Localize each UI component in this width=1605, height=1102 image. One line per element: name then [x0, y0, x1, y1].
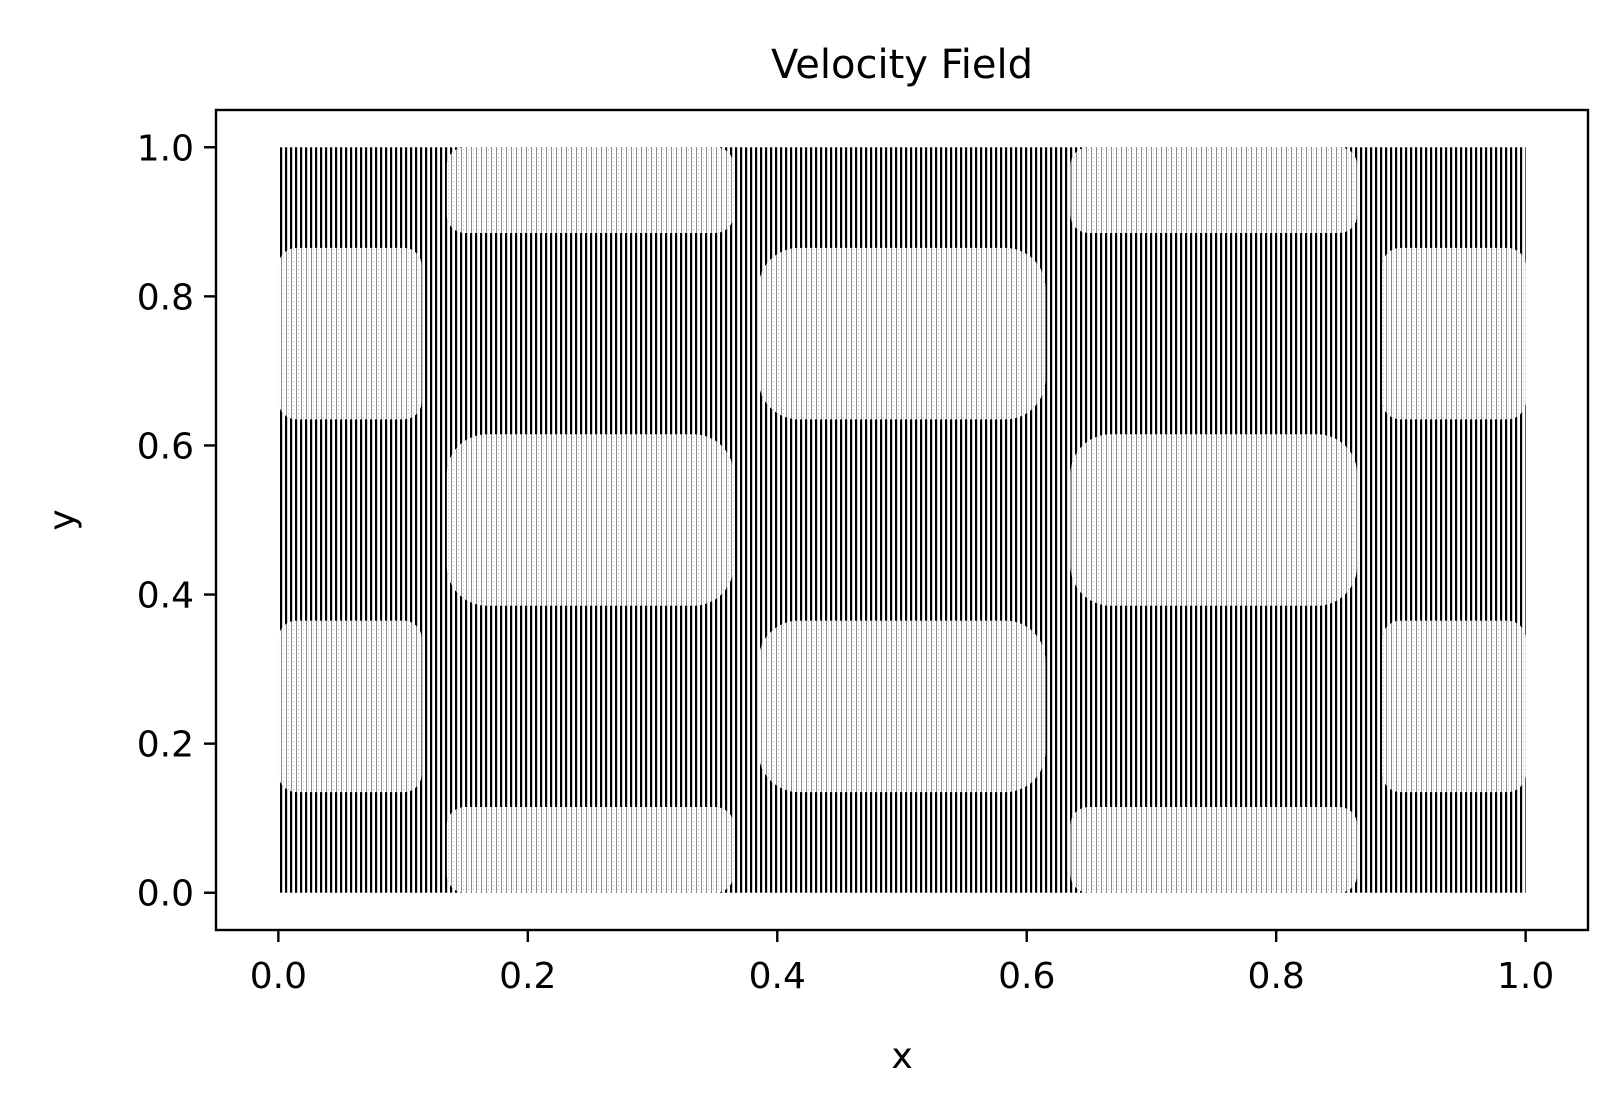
x-tick-label: 0.4: [749, 956, 806, 997]
y-tick-label: 0.2: [137, 725, 194, 766]
x-tick-label: 0.0: [250, 956, 307, 997]
vector-field: [278, 147, 1526, 893]
field-light-cell: [758, 620, 1046, 793]
field-light-cell: [278, 247, 422, 420]
y-tick-label: 1.0: [137, 128, 194, 169]
field-light-cell: [1070, 147, 1358, 233]
y-axis-label: y: [42, 509, 83, 530]
plot-frame: [214, 108, 1590, 932]
field-light-cell: [1070, 434, 1358, 606]
y-tick-label: 0.0: [137, 874, 194, 915]
field-light-cell: [758, 247, 1046, 420]
field-light-cell: [446, 807, 734, 893]
field-light-cell: [278, 620, 422, 793]
x-axis: 0.0 0.2 0.4 0.6 0.8 1.0: [250, 930, 1554, 997]
field-light-cell: [446, 147, 734, 233]
y-tick-label: 0.6: [137, 426, 194, 467]
x-axis-label: x: [891, 1036, 912, 1077]
y-tick-label: 0.8: [137, 277, 194, 318]
x-tick-label: 0.6: [998, 956, 1055, 997]
x-tick-label: 1.0: [1497, 956, 1554, 997]
field-light-cell: [1382, 620, 1526, 793]
y-tick-label: 0.4: [137, 576, 194, 617]
field-light-cell: [446, 434, 734, 606]
chart-title: Velocity Field: [771, 42, 1033, 88]
x-tick-label: 0.2: [499, 956, 556, 997]
y-axis: 0.0 0.2 0.4 0.6 0.8 1.0: [137, 128, 216, 915]
x-tick-label: 0.8: [1248, 956, 1305, 997]
field-light-cell: [1382, 247, 1526, 420]
field-light-cell: [1070, 807, 1358, 893]
